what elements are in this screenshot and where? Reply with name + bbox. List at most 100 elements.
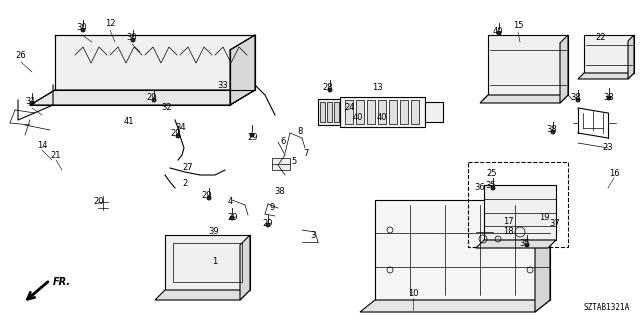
Circle shape [525,243,529,247]
Text: 29: 29 [263,219,273,228]
Circle shape [576,98,580,102]
Text: 29: 29 [147,92,157,101]
Text: 24: 24 [345,103,355,113]
Text: 7: 7 [303,148,308,157]
Text: 30: 30 [77,22,87,31]
Text: 20: 20 [93,196,104,205]
Bar [340,97,425,127]
Text: 23: 23 [603,142,613,151]
Text: 15: 15 [513,20,524,29]
Circle shape [266,223,270,227]
Circle shape [30,101,34,105]
Polygon shape [375,200,550,300]
Circle shape [250,133,254,137]
Text: FR.: FR. [53,277,71,287]
Text: 30: 30 [127,33,138,42]
Text: 29: 29 [171,130,181,139]
Polygon shape [360,300,550,312]
Circle shape [176,134,180,138]
Bar [425,102,443,122]
Text: 31: 31 [26,98,36,107]
Text: 5: 5 [291,157,296,166]
Bar [173,243,242,282]
Text: 10: 10 [408,289,419,298]
Bar [367,100,375,124]
Text: 21: 21 [51,150,61,159]
Text: 32: 32 [162,103,172,113]
Bar [400,100,408,124]
Text: 16: 16 [609,169,620,178]
Polygon shape [272,158,290,170]
Bar [411,100,419,124]
Text: 35: 35 [520,238,531,247]
Bar [378,100,386,124]
Circle shape [328,88,332,92]
Polygon shape [560,35,568,103]
Circle shape [491,186,495,190]
Polygon shape [484,185,556,240]
Text: 12: 12 [105,19,115,28]
Bar [318,99,340,125]
Text: 27: 27 [182,163,193,172]
Text: 38: 38 [547,124,557,133]
Text: 8: 8 [298,126,303,135]
Text: 4: 4 [227,197,232,206]
Text: 40: 40 [493,27,503,36]
Polygon shape [578,73,634,79]
Text: 9: 9 [269,203,275,212]
Text: 40: 40 [377,113,387,122]
Bar [345,100,353,124]
Text: 2: 2 [182,179,188,188]
Text: 37: 37 [550,220,561,228]
Polygon shape [535,200,550,312]
Polygon shape [584,35,634,73]
Circle shape [497,31,501,35]
Circle shape [152,98,156,102]
Polygon shape [480,95,568,103]
Text: 6: 6 [280,138,285,147]
Text: 40: 40 [353,113,364,122]
Circle shape [551,130,555,134]
Text: 29: 29 [228,212,238,221]
Text: 17: 17 [502,217,513,226]
Text: 25: 25 [487,169,497,178]
Polygon shape [55,35,255,90]
Polygon shape [476,240,556,248]
Circle shape [207,196,211,200]
Polygon shape [165,235,250,290]
Text: 38: 38 [604,92,614,101]
Bar [389,100,397,124]
Text: 22: 22 [596,34,606,43]
Polygon shape [628,35,634,79]
Text: 26: 26 [16,51,26,60]
Text: 18: 18 [502,228,513,236]
Text: 14: 14 [36,140,47,149]
Bar [356,100,364,124]
Text: 1: 1 [212,258,218,267]
Polygon shape [240,235,250,300]
Text: 3: 3 [310,231,316,241]
Circle shape [607,96,611,100]
Polygon shape [230,35,255,105]
Text: 35: 35 [486,180,496,189]
Polygon shape [30,90,255,105]
Text: 13: 13 [372,84,382,92]
Bar [334,102,339,122]
Text: 41: 41 [124,117,134,126]
Bar [327,102,332,122]
Bar [468,162,568,247]
Text: 33: 33 [218,81,228,90]
Polygon shape [488,35,568,95]
Text: 29: 29 [248,132,259,141]
Text: SZTAB1321A: SZTAB1321A [584,303,630,312]
Text: 28: 28 [323,83,333,92]
Bar [320,102,325,122]
Text: 39: 39 [209,228,220,236]
Text: 19: 19 [539,213,549,222]
Text: 36: 36 [475,182,485,191]
Text: 34: 34 [176,124,186,132]
Polygon shape [155,290,250,300]
Circle shape [230,216,234,220]
Text: 38: 38 [571,93,581,102]
Text: 29: 29 [202,191,212,201]
